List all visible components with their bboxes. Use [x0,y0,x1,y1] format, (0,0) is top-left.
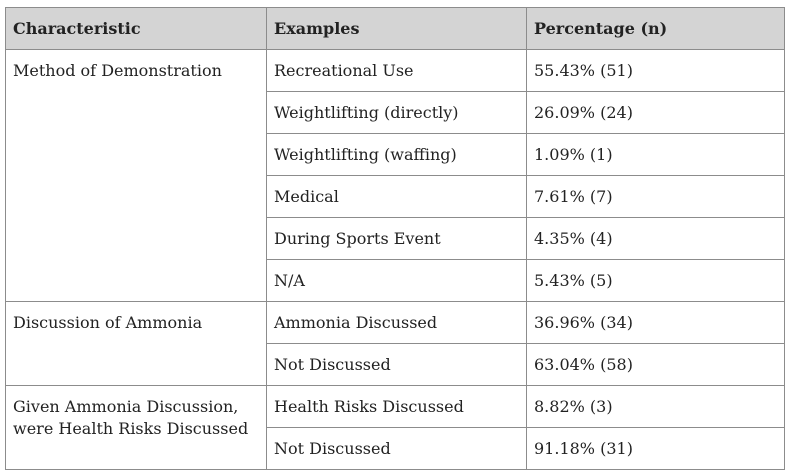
example-cell: Recreational Use [266,49,527,92]
percentage-cell: 5.43% (5) [526,259,785,302]
percentage-cell: 4.35% (4) [526,217,785,260]
table-row: Not Discussed 63.04% (58) [6,343,785,386]
example-cell: Not Discussed [266,427,527,470]
example-cell: Medical [266,175,527,218]
header-percentage: Percentage (n) [526,7,785,50]
percentage-cell: 1.09% (1) [526,133,785,176]
example-cell: Weightlifting (directly) [266,91,527,134]
example-cell: Weightlifting (waffing) [266,133,527,176]
table-body: Method of Demonstration Recreational Use… [5,49,785,470]
example-cell: During Sports Event [266,217,527,260]
characteristic-cell: Discussion of Ammonia [5,301,267,386]
characteristic-cell: Given Ammonia Discussion, were Health Ri… [5,385,267,470]
table-header: Characteristic Examples Percentage (n) [5,7,785,50]
header-examples: Examples [266,7,527,50]
results-table: Characteristic Examples Percentage (n) M… [5,7,785,470]
table-row: Not Discussed 91.18% (31) [6,427,785,470]
characteristic-cell: Method of Demonstration [5,49,267,302]
example-cell: N/A [266,259,527,302]
example-cell: Ammonia Discussed [266,301,527,344]
table-row: Discussion of Ammonia Ammonia Discussed … [5,301,785,386]
percentage-cell: 91.18% (31) [526,427,785,470]
percentage-cell: 55.43% (51) [526,49,785,92]
table-row: Weightlifting (directly) 26.09% (24) [6,91,785,134]
percentage-cell: 26.09% (24) [526,91,785,134]
table-row: N/A 5.43% (5) [6,259,785,302]
header-row: Characteristic Examples Percentage (n) [5,7,785,50]
percentage-cell: 63.04% (58) [526,343,785,386]
example-cell: Health Risks Discussed [266,385,527,428]
table-row: Method of Demonstration Recreational Use… [5,49,785,302]
table-row: Weightlifting (waffing) 1.09% (1) [6,133,785,176]
table-row: During Sports Event 4.35% (4) [6,217,785,260]
percentage-cell: 8.82% (3) [526,385,785,428]
table-row: Given Ammonia Discussion, were Health Ri… [5,385,785,470]
percentage-cell: 7.61% (7) [526,175,785,218]
percentage-cell: 36.96% (34) [526,301,785,344]
table-row: Medical 7.61% (7) [6,175,785,218]
header-characteristic: Characteristic [5,7,267,50]
example-cell: Not Discussed [266,343,527,386]
